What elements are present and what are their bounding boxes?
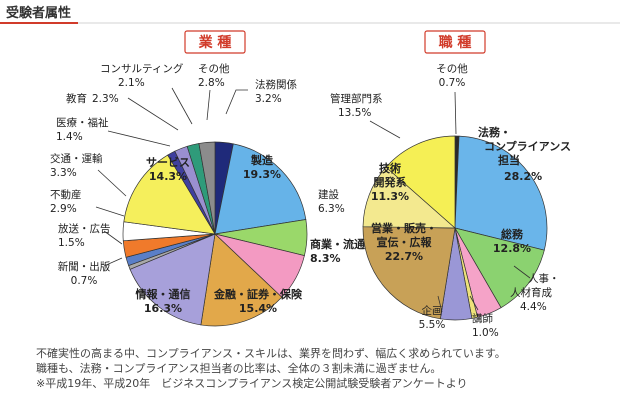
pie-slice-営業-販売-宣伝-広報 <box>362 226 456 320</box>
slice-label-人事-人材育成: 人事・ <box>528 272 560 285</box>
slice-label-法務-コンプライアンス担当: 法務・ <box>478 125 511 139</box>
pie-slice-金融-証券-保険 <box>200 233 283 327</box>
slice-label-法務-コンプライアンス担当: 担当 <box>498 153 520 167</box>
slice-value-その他: 0.7% <box>439 77 466 89</box>
slice-label-人事-人材育成: 人材育成 <box>510 286 552 299</box>
pie-title-text: 職 種 <box>439 34 472 51</box>
leader-line <box>369 120 401 139</box>
pie-slice-サービス <box>123 154 216 235</box>
slice-value-商業-流通: 8.3% <box>310 252 341 265</box>
slice-value-放送-広告: 1.5% <box>58 237 85 249</box>
slice-value-医療-福祉: 1.4% <box>56 131 83 143</box>
slice-label-新聞-出版: 新聞・出版 <box>58 260 111 273</box>
slice-value-営業-販売-宣伝-広報: 22.7% <box>385 250 423 263</box>
leader-line <box>97 169 127 197</box>
slice-label-法務関係: 法務関係 <box>255 78 297 91</box>
slice-label-その他: その他 <box>436 62 468 75</box>
slice-label-商業-流通: 商業・流通 <box>310 237 365 251</box>
leader-line <box>225 89 248 115</box>
leader-line <box>171 87 193 125</box>
leader-line <box>95 206 125 217</box>
leader-line <box>206 89 211 121</box>
slice-label-営業-販売-宣伝-広報: 宣伝・広報 <box>377 235 433 249</box>
slice-value-金融-証券-保険: 15.4% <box>239 302 277 315</box>
slice-label-管理部門系: 管理部門系 <box>330 92 383 105</box>
slice-label-不動産: 不動産 <box>50 188 82 201</box>
slice-label-製造: 製造 <box>250 153 274 167</box>
slice-value-法務-コンプライアンス担当: 28.2% <box>504 170 542 183</box>
pie-title-box <box>184 30 246 54</box>
leader-line <box>454 91 457 135</box>
slice-label-企画: 企画 <box>422 304 443 317</box>
slice-value-コンサルティング: 2.1% <box>118 77 145 89</box>
pie-slice-その他 <box>198 141 216 235</box>
slice-value-不動産: 2.9% <box>50 203 77 215</box>
pie-slice-総務 <box>454 227 545 309</box>
leader-line <box>469 295 479 311</box>
slice-value-講師: 1.0% <box>472 327 499 339</box>
slice-label-教育: 教育 <box>66 92 87 105</box>
leader-line <box>103 230 123 245</box>
pie-slice-技術開発系 <box>362 166 456 229</box>
slice-value-情報-通信: 16.3% <box>144 302 182 315</box>
pie-slice-情報-通信 <box>129 233 216 326</box>
slice-label-情報-通信: 情報・通信 <box>136 287 191 301</box>
slice-label-総務: 総務 <box>501 227 524 241</box>
pie-title-1: 業 種 <box>184 30 246 54</box>
page-title: 受験者属性 <box>6 6 72 21</box>
slice-value-管理部門系: 13.5% <box>338 107 371 119</box>
pie-title-box <box>424 30 486 54</box>
pie-slices <box>122 141 308 327</box>
slice-label-交通-運輸: 交通・運輸 <box>50 152 103 165</box>
slice-value-サービス: 14.3% <box>149 170 187 183</box>
slice-value-技術開発系: 11.3% <box>371 190 409 203</box>
slice-value-教育: 2.3% <box>92 93 119 105</box>
slice-value-その他: 2.8% <box>198 77 225 89</box>
note-line-3: ※平成19年、平成20年 ビジネスコンプライアンス検定公開試験受験者アンケートよ… <box>36 377 468 390</box>
pie-slice-法務-コンプライアンス担当 <box>454 135 548 251</box>
pie-title-text: 業 種 <box>198 34 232 51</box>
pie-title-2: 職 種 <box>424 30 486 54</box>
leader-line <box>513 265 531 279</box>
slice-value-新聞-出版: 0.7% <box>71 275 98 287</box>
slice-label-コンサルティング: コンサルティング <box>100 62 184 75</box>
slice-label-技術開発系: 開発系 <box>374 175 407 189</box>
leader-line <box>107 130 171 147</box>
slice-label-営業-販売-宣伝-広報: 営業・販売・ <box>371 221 437 235</box>
slice-label-放送-広告: 放送・広告 <box>58 222 111 235</box>
slice-label-建設: 建設 <box>318 188 339 201</box>
note-line-1: 不確実性の高まる中、コンプライアンス・スキルは、業界を問わず、幅広く求められてい… <box>36 347 506 360</box>
slice-value-人事-人材育成: 4.4% <box>520 301 547 313</box>
note-line-2: 職種も、法務・コンプライアンス担当者の比率は、全体の３割未満に過ぎません。 <box>36 362 442 375</box>
slice-value-交通-運輸: 3.3% <box>50 167 77 179</box>
slice-label-講師: 講師 <box>472 312 493 325</box>
slice-label-法務-コンプライアンス担当: コンプライアンス <box>484 139 571 153</box>
slice-value-建設: 6.3% <box>318 203 345 215</box>
leader-line <box>103 257 123 267</box>
slice-label-その他: その他 <box>198 62 230 75</box>
title-divider <box>0 22 620 24</box>
slice-value-製造: 19.3% <box>243 168 281 181</box>
slice-label-医療-福祉: 医療・福祉 <box>56 116 109 129</box>
leader-line <box>127 97 179 131</box>
slice-label-金融-証券-保険: 金融・証券・保険 <box>213 287 303 301</box>
footnotes: 不確実性の高まる中、コンプライアンス・スキルは、業界を問わず、幅広く求められてい… <box>36 346 596 391</box>
title-divider-accent <box>0 22 78 24</box>
slice-label-サービス: サービス <box>146 155 190 169</box>
pie-slice-製造 <box>214 143 307 235</box>
slice-value-総務: 12.8% <box>493 242 531 255</box>
slice-value-法務関係: 3.2% <box>255 93 282 105</box>
pie-slice-管理部門系 <box>385 135 456 229</box>
slice-value-企画: 5.5% <box>419 319 446 331</box>
pie-slices <box>362 135 548 321</box>
leader-line <box>437 295 443 313</box>
slice-label-技術開発系: 技術 <box>379 161 401 175</box>
